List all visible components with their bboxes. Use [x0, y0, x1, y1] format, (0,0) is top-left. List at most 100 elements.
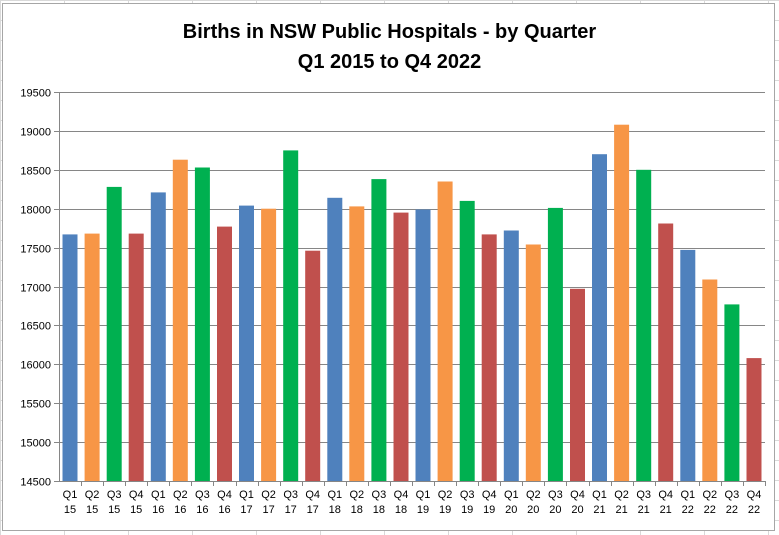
x-tick-label-year: 20	[571, 504, 583, 516]
bar-q4-16[interactable]	[217, 226, 232, 481]
bar-q1-21[interactable]	[592, 154, 607, 481]
bar-q2-18[interactable]	[349, 206, 365, 481]
x-tick-label-quarter: Q2	[349, 489, 364, 501]
x-tick-label-quarter: Q1	[504, 489, 519, 501]
x-tick-label-quarter: Q3	[107, 489, 122, 501]
y-tick-label: 19500	[20, 88, 51, 100]
bar-q2-20[interactable]	[525, 244, 541, 482]
x-tick-label-quarter: Q4	[482, 489, 497, 501]
y-tick-label: 15000	[20, 438, 51, 450]
x-tick-label-year: 20	[549, 504, 561, 516]
x-tick-label-quarter: Q1	[416, 489, 431, 501]
y-tick-label: 14500	[20, 477, 51, 489]
x-tick-label-quarter: Q3	[725, 489, 740, 501]
x-tick-label-quarter: Q1	[327, 489, 342, 501]
bar-q4-15[interactable]	[128, 233, 144, 481]
chart-subtitle: Q1 2015 to Q4 2022	[297, 51, 482, 73]
x-tick-label-quarter: Q3	[636, 489, 651, 501]
x-tick-label-year: 19	[439, 504, 451, 516]
x-tick-label-year: 17	[240, 504, 252, 516]
bar-q2-15[interactable]	[84, 233, 100, 481]
x-tick-label-quarter: Q2	[526, 489, 541, 501]
x-tick-label-year: 21	[615, 504, 627, 516]
x-tick-label-year: 21	[660, 504, 672, 516]
x-tick-label-year: 17	[307, 504, 319, 516]
bar-q1-16[interactable]	[150, 192, 166, 481]
bar-q1-15[interactable]	[62, 234, 78, 481]
x-tick-label-year: 17	[262, 504, 274, 516]
bar-q3-18[interactable]	[371, 179, 387, 481]
bar-q3-20[interactable]	[547, 207, 563, 481]
x-tick-label-quarter: Q1	[63, 489, 78, 501]
bar-q3-15[interactable]	[106, 186, 122, 481]
x-tick-label-year: 15	[64, 504, 76, 516]
x-tick-label-quarter: Q2	[261, 489, 276, 501]
bar-q3-22[interactable]	[724, 304, 740, 481]
y-tick-label: 16000	[20, 360, 51, 372]
bar-q3-16[interactable]	[194, 167, 210, 482]
bar-q4-22[interactable]	[746, 358, 762, 481]
x-tick-label-quarter: Q2	[85, 489, 100, 501]
x-tick-label-year: 21	[638, 504, 650, 516]
bar-q4-18[interactable]	[393, 212, 409, 481]
y-tick-label: 18000	[20, 205, 51, 217]
x-tick-label-year: 15	[86, 504, 98, 516]
x-tick-label-year: 16	[196, 504, 208, 516]
x-tick-label-quarter: Q4	[305, 489, 320, 501]
y-tick-label: 15500	[20, 399, 51, 411]
x-tick-label-year: 16	[152, 504, 164, 516]
x-tick-label-quarter: Q3	[195, 489, 210, 501]
x-tick-label-quarter: Q2	[614, 489, 629, 501]
x-tick-label-quarter: Q1	[680, 489, 695, 501]
plot-area: 14500 15000 15500 16000 16500 17000 17500 18000…	[20, 88, 766, 516]
x-tick-label-year: 22	[704, 504, 716, 516]
x-tick-label-quarter: Q4	[129, 489, 144, 501]
x-tick-label-quarter: Q1	[239, 489, 254, 501]
bar-q1-22[interactable]	[680, 249, 696, 481]
x-tick-label-year: 18	[395, 504, 407, 516]
x-tick-label-quarter: Q2	[173, 489, 188, 501]
x-tick-label-quarter: Q4	[747, 489, 762, 501]
x-tick-label-year: 20	[505, 504, 517, 516]
x-tick-label-year: 20	[527, 504, 539, 516]
bar-q1-20[interactable]	[503, 230, 519, 482]
x-tick-label-year: 16	[174, 504, 186, 516]
x-tick-label-year: 16	[218, 504, 230, 516]
x-tick-label-quarter: Q1	[151, 489, 166, 501]
x-tick-label-quarter: Q1	[592, 489, 607, 501]
x-tick-label-year: 18	[373, 504, 385, 516]
x-tick-label-quarter: Q4	[570, 489, 585, 501]
x-tick-label-year: 22	[726, 504, 738, 516]
bar-q2-17[interactable]	[261, 208, 277, 481]
x-tick-label-quarter: Q3	[372, 489, 387, 501]
bar-q4-19[interactable]	[481, 234, 497, 481]
bar-q3-21[interactable]	[636, 169, 652, 482]
y-tick-label: 17000	[20, 283, 51, 295]
bar-q2-22[interactable]	[702, 279, 718, 482]
x-tick-label-year: 21	[593, 504, 605, 516]
x-tick-label-year: 19	[483, 504, 495, 516]
y-tick-label: 19000	[20, 127, 51, 139]
x-tick-label-quarter: Q3	[283, 489, 298, 501]
bar-q1-17[interactable]	[239, 205, 254, 481]
y-tick-label: 18500	[20, 166, 51, 178]
bar-q4-17[interactable]	[305, 250, 321, 481]
x-tick-label-quarter: Q3	[548, 489, 563, 501]
chart-title: Births in NSW Public Hospitals - by Quar…	[182, 21, 597, 43]
bar-q4-20[interactable]	[570, 288, 585, 481]
bar-q2-16[interactable]	[172, 159, 188, 481]
bar-q2-21[interactable]	[614, 124, 630, 481]
bar-q3-17[interactable]	[283, 150, 299, 481]
bar-q1-18[interactable]	[327, 197, 343, 482]
bar-q3-19[interactable]	[459, 200, 475, 481]
y-tick-label: 17500	[20, 244, 51, 256]
x-tick-label-year: 22	[682, 504, 694, 516]
chart-area[interactable]: Births in NSW Public Hospitals - by Quar…	[2, 3, 775, 531]
x-tick-label-year: 15	[108, 504, 120, 516]
bar-q4-21[interactable]	[658, 223, 674, 482]
bar-q1-19[interactable]	[415, 209, 431, 482]
x-tick-label-year: 19	[461, 504, 473, 516]
bar-q2-19[interactable]	[437, 181, 453, 482]
x-tick-label-quarter: Q4	[394, 489, 409, 501]
x-tick-label-year: 17	[285, 504, 297, 516]
